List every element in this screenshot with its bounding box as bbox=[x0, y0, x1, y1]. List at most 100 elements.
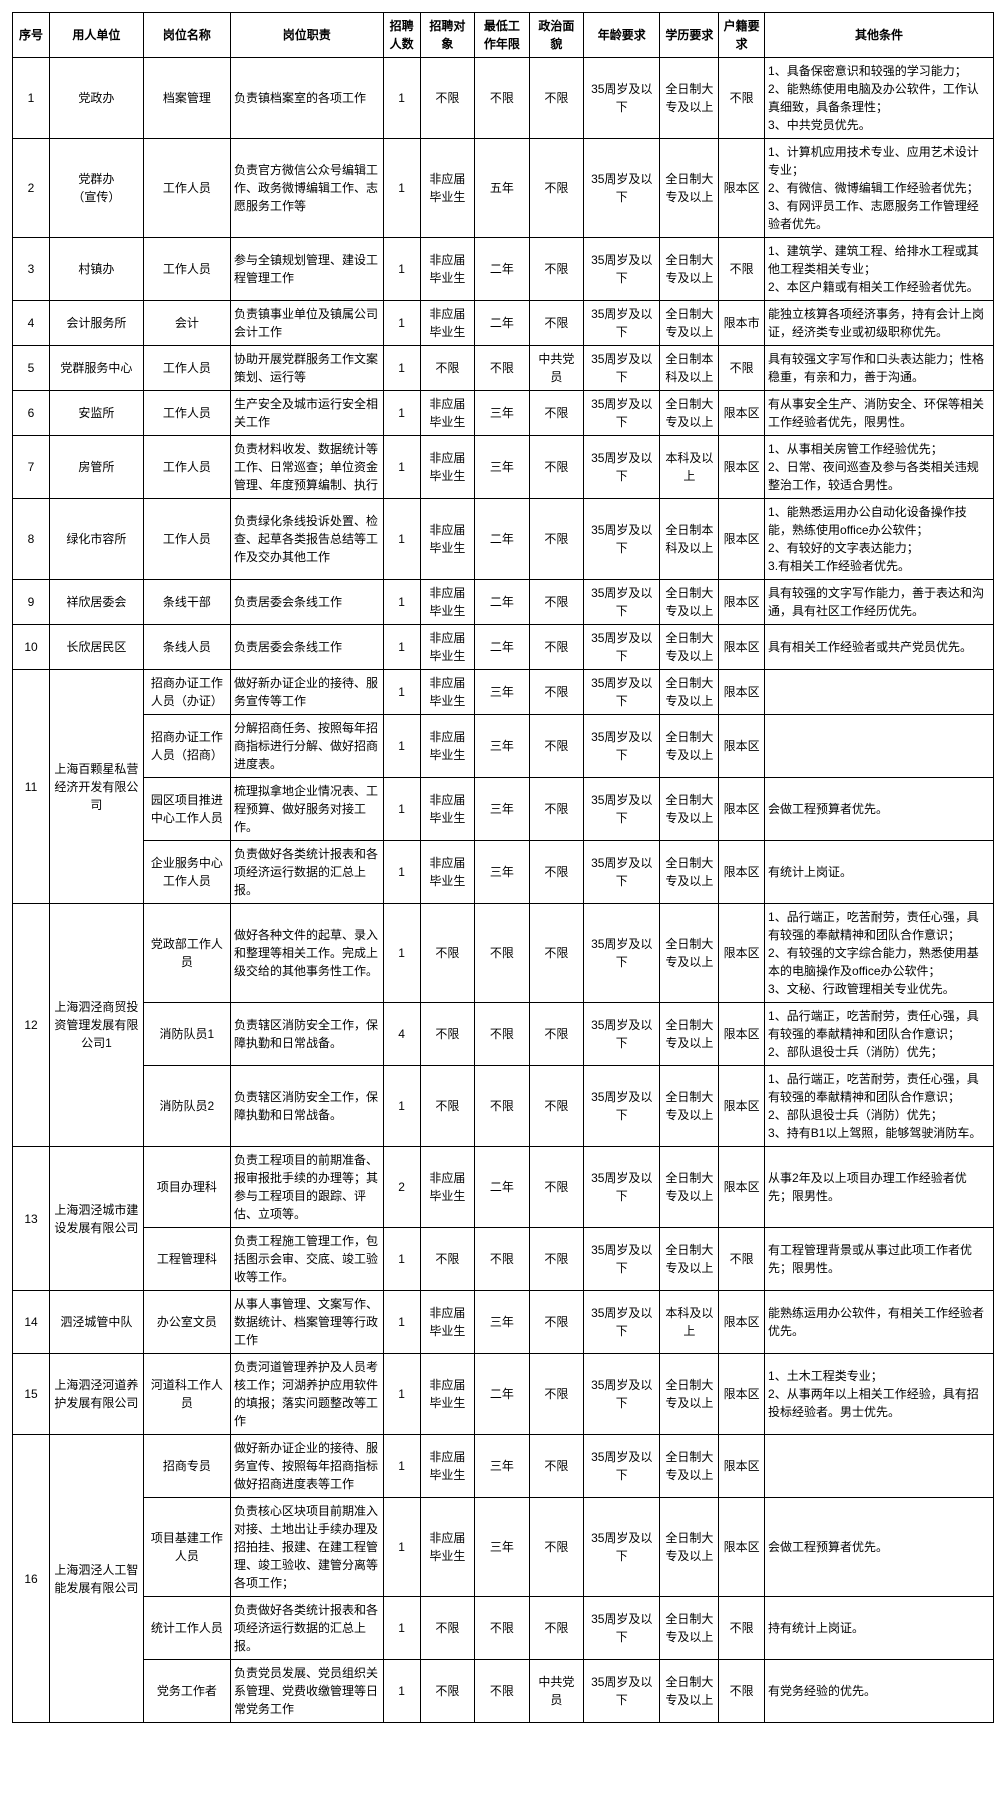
cell-post: 会计 bbox=[143, 301, 230, 346]
cell-obj: 非应届毕业生 bbox=[420, 499, 475, 580]
cell-huji: 限本区 bbox=[719, 1354, 765, 1435]
cell-age: 35周岁及以下 bbox=[584, 580, 660, 625]
cell-seq: 16 bbox=[13, 1435, 50, 1723]
cell-duty: 从事人事管理、文案写作、数据统计、档案管理等行政工作 bbox=[230, 1291, 383, 1354]
cell-other: 会做工程预算者优先。 bbox=[765, 778, 994, 841]
cell-party: 中共党员 bbox=[529, 1660, 584, 1723]
cell-year: 五年 bbox=[475, 139, 530, 238]
cell-obj: 不限 bbox=[420, 904, 475, 1003]
cell-count: 4 bbox=[383, 1003, 420, 1066]
table-row: 13上海泗泾城市建设发展有限公司项目办理科负责工程项目的前期准备、报审报批手续的… bbox=[13, 1147, 994, 1228]
cell-duty: 负责工程施工管理工作，包括图示会审、交底、竣工验收等工作。 bbox=[230, 1228, 383, 1291]
cell-obj: 非应届毕业生 bbox=[420, 778, 475, 841]
cell-other: 能独立核算各项经济事务，持有会计上岗证，经济类专业或初级职称优先。 bbox=[765, 301, 994, 346]
cell-count: 1 bbox=[383, 238, 420, 301]
cell-seq: 8 bbox=[13, 499, 50, 580]
cell-year: 二年 bbox=[475, 580, 530, 625]
cell-year: 二年 bbox=[475, 499, 530, 580]
cell-obj: 非应届毕业生 bbox=[420, 670, 475, 715]
table-row: 3村镇办工作人员参与全镇规划管理、建设工程管理工作1非应届毕业生二年不限35周岁… bbox=[13, 238, 994, 301]
cell-edu: 全日制本科及以上 bbox=[660, 346, 719, 391]
cell-unit: 党群服务中心 bbox=[50, 346, 144, 391]
cell-age: 35周岁及以下 bbox=[584, 841, 660, 904]
cell-other: 1、从事相关房管工作经验优先； 2、日常、夜间巡查及参与各类相关违规整治工作，较… bbox=[765, 436, 994, 499]
cell-age: 35周岁及以下 bbox=[584, 625, 660, 670]
cell-other: 有统计上岗证。 bbox=[765, 841, 994, 904]
cell-edu: 全日制本科及以上 bbox=[660, 499, 719, 580]
cell-duty: 负责居委会条线工作 bbox=[230, 625, 383, 670]
cell-party: 不限 bbox=[529, 625, 584, 670]
cell-count: 1 bbox=[383, 670, 420, 715]
cell-post: 条线人员 bbox=[143, 625, 230, 670]
cell-huji: 不限 bbox=[719, 1660, 765, 1723]
th-edu: 学历要求 bbox=[660, 13, 719, 58]
cell-duty: 负责材料收发、数据统计等工作、日常巡查；单位资金管理、年度预算编制、执行 bbox=[230, 436, 383, 499]
cell-post: 园区项目推进中心工作人员 bbox=[143, 778, 230, 841]
cell-count: 1 bbox=[383, 1597, 420, 1660]
cell-age: 35周岁及以下 bbox=[584, 670, 660, 715]
th-post: 岗位名称 bbox=[143, 13, 230, 58]
th-year: 最低工作年限 bbox=[475, 13, 530, 58]
cell-duty: 负责做好各类统计报表和各项经济运行数据的汇总上报。 bbox=[230, 1597, 383, 1660]
table-body: 1党政办档案管理负责镇档案室的各项工作1不限不限不限35周岁及以下全日制大专及以… bbox=[13, 58, 994, 1723]
cell-post: 消防队员2 bbox=[143, 1066, 230, 1147]
cell-year: 三年 bbox=[475, 670, 530, 715]
cell-party: 不限 bbox=[529, 1597, 584, 1660]
cell-unit: 上海百颗星私营经济开发有限公司 bbox=[50, 670, 144, 904]
cell-age: 35周岁及以下 bbox=[584, 58, 660, 139]
cell-huji: 限本区 bbox=[719, 715, 765, 778]
cell-year: 三年 bbox=[475, 436, 530, 499]
cell-huji: 限本区 bbox=[719, 1066, 765, 1147]
cell-edu: 全日制大专及以上 bbox=[660, 778, 719, 841]
cell-age: 35周岁及以下 bbox=[584, 1003, 660, 1066]
cell-party: 不限 bbox=[529, 904, 584, 1003]
cell-edu: 全日制大专及以上 bbox=[660, 238, 719, 301]
cell-party: 中共党员 bbox=[529, 346, 584, 391]
cell-other: 能熟练运用办公软件，有相关工作经验者优先。 bbox=[765, 1291, 994, 1354]
cell-duty: 负责镇事业单位及镇属公司会计工作 bbox=[230, 301, 383, 346]
cell-duty: 生产安全及城市运行安全相关工作 bbox=[230, 391, 383, 436]
cell-seq: 10 bbox=[13, 625, 50, 670]
cell-other: 会做工程预算者优先。 bbox=[765, 1498, 994, 1597]
cell-year: 二年 bbox=[475, 238, 530, 301]
table-row: 统计工作人员负责做好各类统计报表和各项经济运行数据的汇总上报。1不限不限不限35… bbox=[13, 1597, 994, 1660]
th-duty: 岗位职责 bbox=[230, 13, 383, 58]
cell-post: 党政部工作人员 bbox=[143, 904, 230, 1003]
cell-other bbox=[765, 1435, 994, 1498]
table-row: 党务工作者负责党员发展、党员组织关系管理、党费收缴管理等日常党务工作1不限不限中… bbox=[13, 1660, 994, 1723]
cell-count: 2 bbox=[383, 1147, 420, 1228]
cell-post: 河道科工作人员 bbox=[143, 1354, 230, 1435]
cell-age: 35周岁及以下 bbox=[584, 715, 660, 778]
table-row: 消防队员2负责辖区消防安全工作，保障执勤和日常战备。1不限不限不限35周岁及以下… bbox=[13, 1066, 994, 1147]
cell-huji: 限本区 bbox=[719, 1291, 765, 1354]
cell-year: 二年 bbox=[475, 1354, 530, 1435]
cell-unit: 安监所 bbox=[50, 391, 144, 436]
cell-unit: 上海泗泾人工智能发展有限公司 bbox=[50, 1435, 144, 1723]
cell-obj: 不限 bbox=[420, 1228, 475, 1291]
cell-post: 工作人员 bbox=[143, 346, 230, 391]
cell-huji: 限本区 bbox=[719, 904, 765, 1003]
cell-count: 1 bbox=[383, 625, 420, 670]
cell-huji: 不限 bbox=[719, 346, 765, 391]
cell-duty: 负责镇档案室的各项工作 bbox=[230, 58, 383, 139]
cell-party: 不限 bbox=[529, 301, 584, 346]
cell-edu: 全日制大专及以上 bbox=[660, 301, 719, 346]
cell-post: 消防队员1 bbox=[143, 1003, 230, 1066]
cell-year: 三年 bbox=[475, 1435, 530, 1498]
cell-year: 不限 bbox=[475, 1003, 530, 1066]
cell-age: 35周岁及以下 bbox=[584, 1291, 660, 1354]
cell-unit: 泗泾城管中队 bbox=[50, 1291, 144, 1354]
cell-other: 1、建筑学、建筑工程、给排水工程或其他工程类相关专业； 2、本区户籍或有相关工作… bbox=[765, 238, 994, 301]
cell-count: 1 bbox=[383, 1228, 420, 1291]
cell-huji: 限本区 bbox=[719, 436, 765, 499]
cell-duty: 做好新办证企业的接待、服务宣传、按照每年招商指标做好招商进度表等工作 bbox=[230, 1435, 383, 1498]
table-row: 12上海泗泾商贸投资管理发展有限公司1党政部工作人员做好各种文件的起草、录入和整… bbox=[13, 904, 994, 1003]
cell-age: 35周岁及以下 bbox=[584, 1498, 660, 1597]
cell-duty: 负责绿化条线投诉处置、检查、起草各类报告总结等工作及交办其他工作 bbox=[230, 499, 383, 580]
cell-edu: 本科及以上 bbox=[660, 436, 719, 499]
table-header-row: 序号 用人单位 岗位名称 岗位职责 招聘人数 招聘对象 最低工作年限 政治面貌 … bbox=[13, 13, 994, 58]
cell-count: 1 bbox=[383, 499, 420, 580]
cell-party: 不限 bbox=[529, 1498, 584, 1597]
cell-edu: 全日制大专及以上 bbox=[660, 670, 719, 715]
table-row: 招商办证工作人员（招商）分解招商任务、按照每年招商指标进行分解、做好招商进度表。… bbox=[13, 715, 994, 778]
